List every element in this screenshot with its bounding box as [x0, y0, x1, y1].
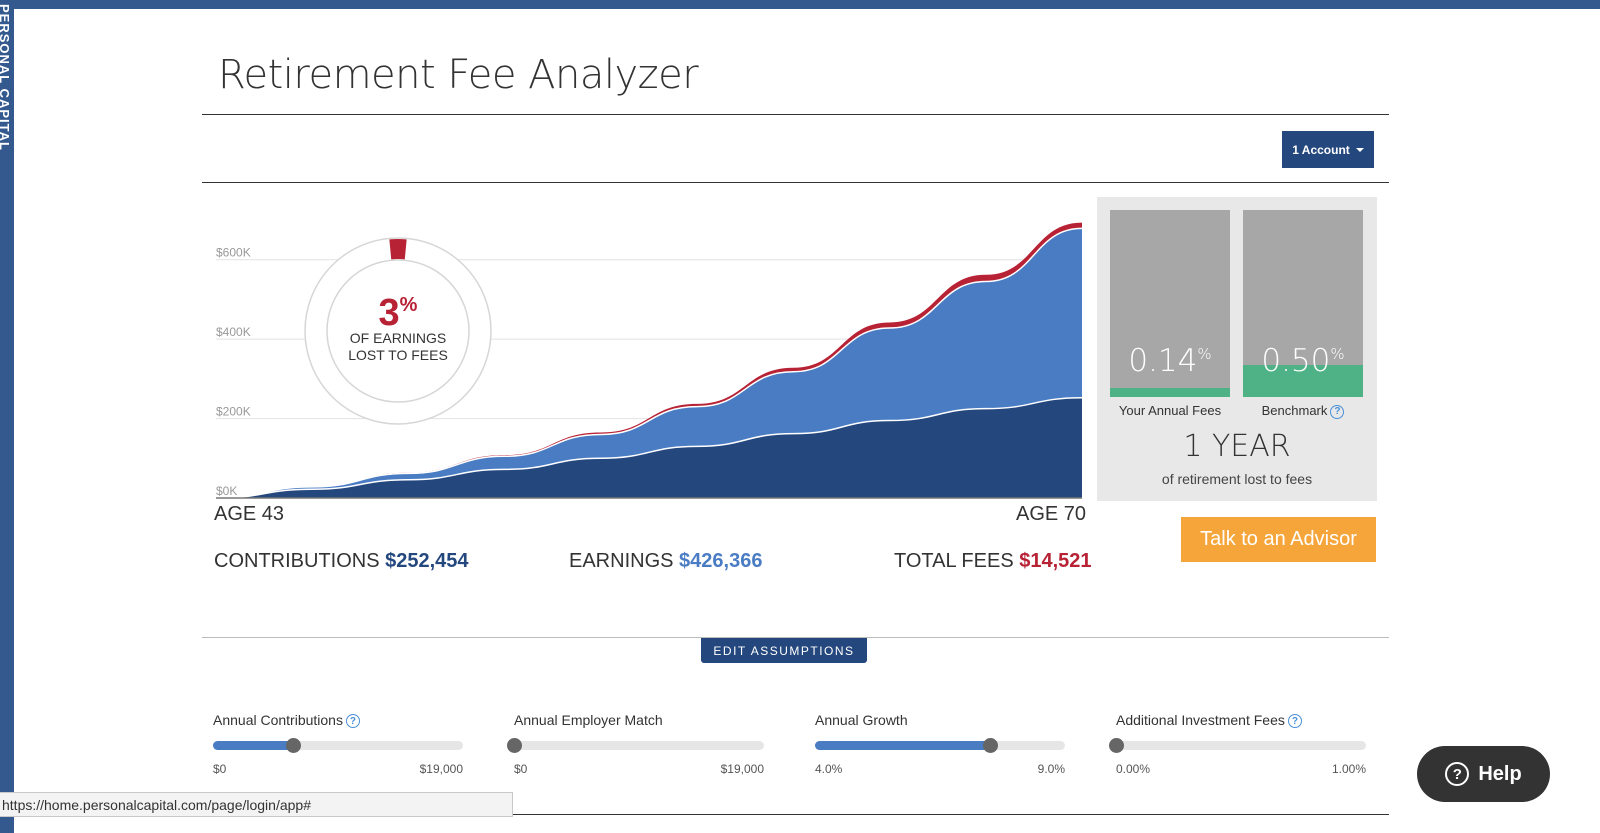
- years-lost: 1 YEAR: [1183, 429, 1291, 464]
- contributions-summary: CONTRIBUTIONS $252,454: [214, 550, 469, 573]
- y-tick-label: $400K: [216, 325, 251, 339]
- contributions-line: [215, 396, 1083, 499]
- slider-label-wrap: Additional Investment Fees?: [1116, 712, 1302, 729]
- brand-vertical-text: PERSONAL CAPITAL: [0, 4, 12, 151]
- divider: [202, 637, 1389, 638]
- annual-contributions-slider: Annual Contributions? $0 $19,000: [213, 710, 463, 780]
- slider-label: Annual Contributions: [213, 712, 343, 728]
- slider-track[interactable]: [815, 738, 1065, 753]
- years-lost-caption: of retirement lost to fees: [1161, 471, 1313, 487]
- page-title: Retirement Fee Analyzer: [218, 52, 699, 98]
- fees-summary: TOTAL FEES $14,521: [894, 550, 1092, 573]
- divider: [202, 114, 1389, 115]
- slider-max: 1.00%: [1331, 762, 1366, 776]
- earnings-line: [215, 227, 1083, 499]
- slider-track[interactable]: [1109, 738, 1366, 753]
- caret-down-icon: [1355, 147, 1364, 152]
- slider-label-wrap: Annual Contributions?: [213, 712, 360, 729]
- benchmark-bar: 0.50%: [1243, 210, 1363, 397]
- question-circle-icon[interactable]: ?: [345, 714, 360, 729]
- fee-chart: $0K $200K $400K $600K 3% OF EARNINGS LOST TO F…: [202, 200, 1092, 510]
- question-circle-icon: ?: [1445, 762, 1470, 786]
- earnings-summary: EARNINGS $426,366: [569, 550, 762, 573]
- slider-max: $19,000: [419, 762, 463, 776]
- benchmark-label-wrap: Benchmark?: [1243, 404, 1363, 419]
- slider-label: Additional Investment Fees: [1116, 712, 1285, 728]
- contributions-value: $252,454: [385, 550, 469, 572]
- slider-fill: [213, 741, 293, 750]
- investment-fees-slider: Additional Investment Fees? 0.00% 1.00%: [1109, 710, 1366, 780]
- donut-inner: [326, 259, 470, 403]
- slider-handle[interactable]: [286, 738, 301, 753]
- benchmark-fill: [1243, 365, 1363, 397]
- slider-label: Annual Growth: [815, 712, 908, 728]
- account-selector-button[interactable]: 1 Account: [1282, 131, 1374, 168]
- divider: [202, 182, 1389, 183]
- your-fees-label: Your Annual Fees: [1118, 403, 1222, 418]
- slider-max: 9.0%: [1037, 762, 1065, 776]
- slider-handle[interactable]: [983, 738, 998, 753]
- donut-percent: 3%: [379, 292, 418, 334]
- help-label: Help: [1478, 762, 1522, 785]
- y-tick-label: $200K: [216, 405, 251, 419]
- benchmark-label: Benchmark: [1261, 403, 1328, 418]
- donut-caption-line1: OF EARNINGS: [350, 330, 446, 346]
- account-selector-label: 1 Account: [1292, 142, 1350, 157]
- side-brand-strip: PERSONAL CAPITAL: [0, 0, 14, 833]
- earnings-label: EARNINGS: [569, 550, 674, 572]
- annual-growth-slider: Annual Growth 4.0% 9.0%: [815, 710, 1065, 780]
- contributions-area: [216, 397, 1082, 498]
- contributions-label: CONTRIBUTIONS: [214, 550, 380, 572]
- slider-max: $19,000: [720, 762, 764, 776]
- fees-value: $14,521: [1019, 550, 1092, 572]
- slider-track[interactable]: [507, 738, 764, 753]
- y-tick-label: $0K: [216, 484, 237, 498]
- edit-assumptions-button[interactable]: EDIT ASSUMPTIONS: [701, 638, 867, 663]
- slider-track[interactable]: [213, 738, 463, 753]
- x-axis-start-label: AGE 43: [214, 503, 285, 525]
- slider-min: $0: [514, 762, 528, 776]
- your-fees-percent: 0.14%: [1128, 343, 1212, 379]
- question-circle-icon[interactable]: ?: [1330, 404, 1345, 419]
- slider-fill: [815, 741, 990, 750]
- slider-handle[interactable]: [1109, 738, 1124, 753]
- donut-fee-segment: [389, 239, 407, 260]
- slider-label-wrap: Annual Employer Match: [514, 712, 663, 728]
- fees-label: TOTAL FEES: [894, 550, 1014, 572]
- your-fees-bar: 0.14%: [1110, 210, 1230, 397]
- slider-label-wrap: Annual Growth: [815, 712, 908, 728]
- fee-comparison-panel: 0.14% 0.50% Your Annual Fees Benchmark? …: [1097, 197, 1377, 501]
- employer-match-slider: Annual Employer Match $0 $19,000: [507, 710, 764, 780]
- slider-min: $0: [213, 762, 227, 776]
- earnings-value: $426,366: [679, 550, 763, 572]
- divider: [202, 814, 1389, 815]
- your-fees-fill: [1110, 387, 1230, 397]
- benchmark-percent: 0.50%: [1261, 343, 1345, 379]
- y-tick-label: $600K: [216, 246, 251, 260]
- help-button[interactable]: ? Help: [1417, 746, 1550, 802]
- donut-caption-line2: LOST TO FEES: [348, 347, 448, 363]
- slider-label: Annual Employer Match: [514, 712, 663, 728]
- x-axis-end-label: AGE 70: [1016, 503, 1087, 525]
- slider-min: 4.0%: [815, 762, 843, 776]
- talk-to-advisor-button[interactable]: Talk to an Advisor: [1181, 517, 1376, 562]
- slider-min: 0.00%: [1116, 762, 1151, 776]
- question-circle-icon[interactable]: ?: [1287, 714, 1302, 729]
- slider-handle[interactable]: [507, 738, 522, 753]
- top-brand-strip: [0, 0, 1600, 9]
- status-bar-url: https://home.personalcapital.com/page/lo…: [0, 792, 513, 817]
